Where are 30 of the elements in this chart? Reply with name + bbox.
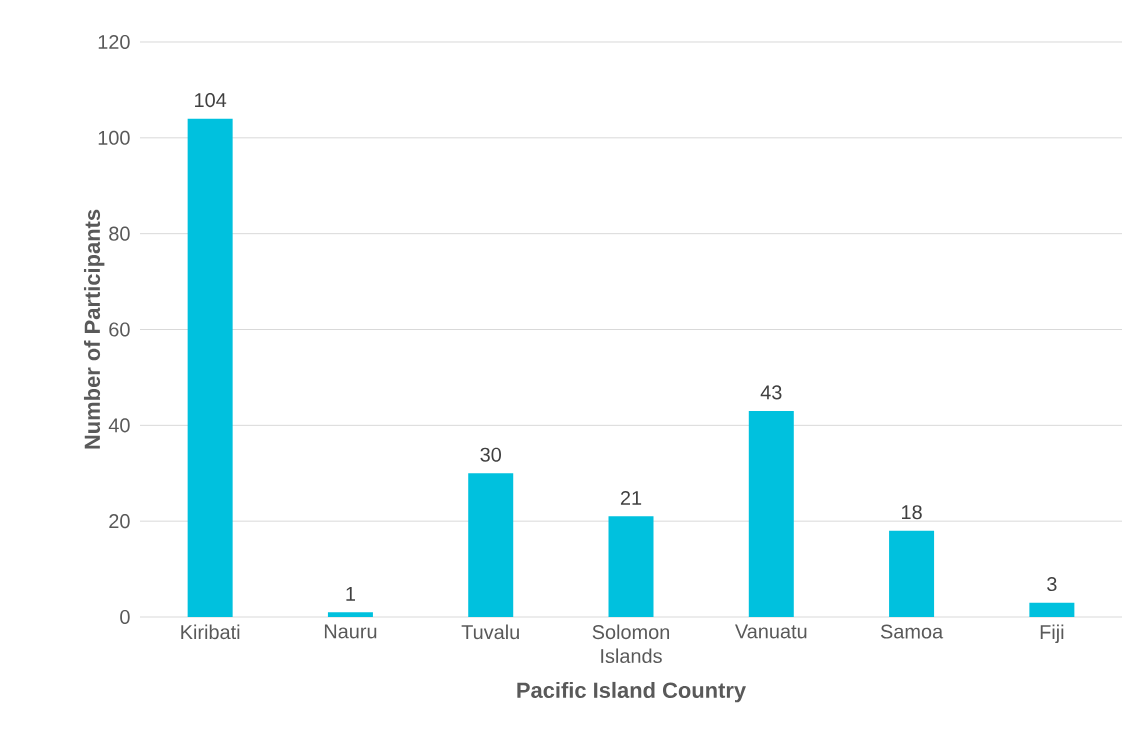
bar: [608, 516, 654, 617]
bar: [748, 410, 794, 617]
y-tick-label: 120: [98, 34, 130, 50]
x-tick-label: Nauru: [324, 624, 377, 639]
x-tick-label: Fiji: [1040, 624, 1064, 644]
y-tick-label: 20: [109, 514, 130, 529]
y-tick-label: 40: [108, 418, 130, 433]
bar: [327, 612, 373, 617]
data-label: 43: [760, 385, 782, 400]
data-label: 1: [346, 586, 355, 601]
y-axis-title: Number of Participants: [83, 209, 105, 449]
y-tick-label: 0: [120, 609, 130, 625]
data-label: 18: [902, 505, 922, 520]
data-label: 104: [195, 93, 227, 108]
data-label: 30: [480, 447, 502, 462]
x-tick-label: Tuvalu: [461, 624, 519, 640]
y-tick-label: 60: [109, 322, 130, 337]
x-tick-label: Solomon Islands: [592, 624, 670, 664]
x-tick-label: Kiribati: [181, 624, 240, 640]
x-tick-label: Samoa: [880, 624, 944, 639]
x-axis-title: Pacific Island Country: [517, 681, 746, 703]
x-tick-label: Vanuatu: [735, 624, 807, 639]
data-label: 21: [620, 490, 642, 505]
bar: [889, 530, 935, 617]
y-tick-label: 80: [109, 226, 130, 241]
bar: [187, 118, 233, 617]
y-tick-label: 100: [98, 130, 130, 145]
bar: [468, 473, 514, 617]
bar: [1029, 602, 1075, 617]
data-label: 3: [1047, 577, 1057, 592]
